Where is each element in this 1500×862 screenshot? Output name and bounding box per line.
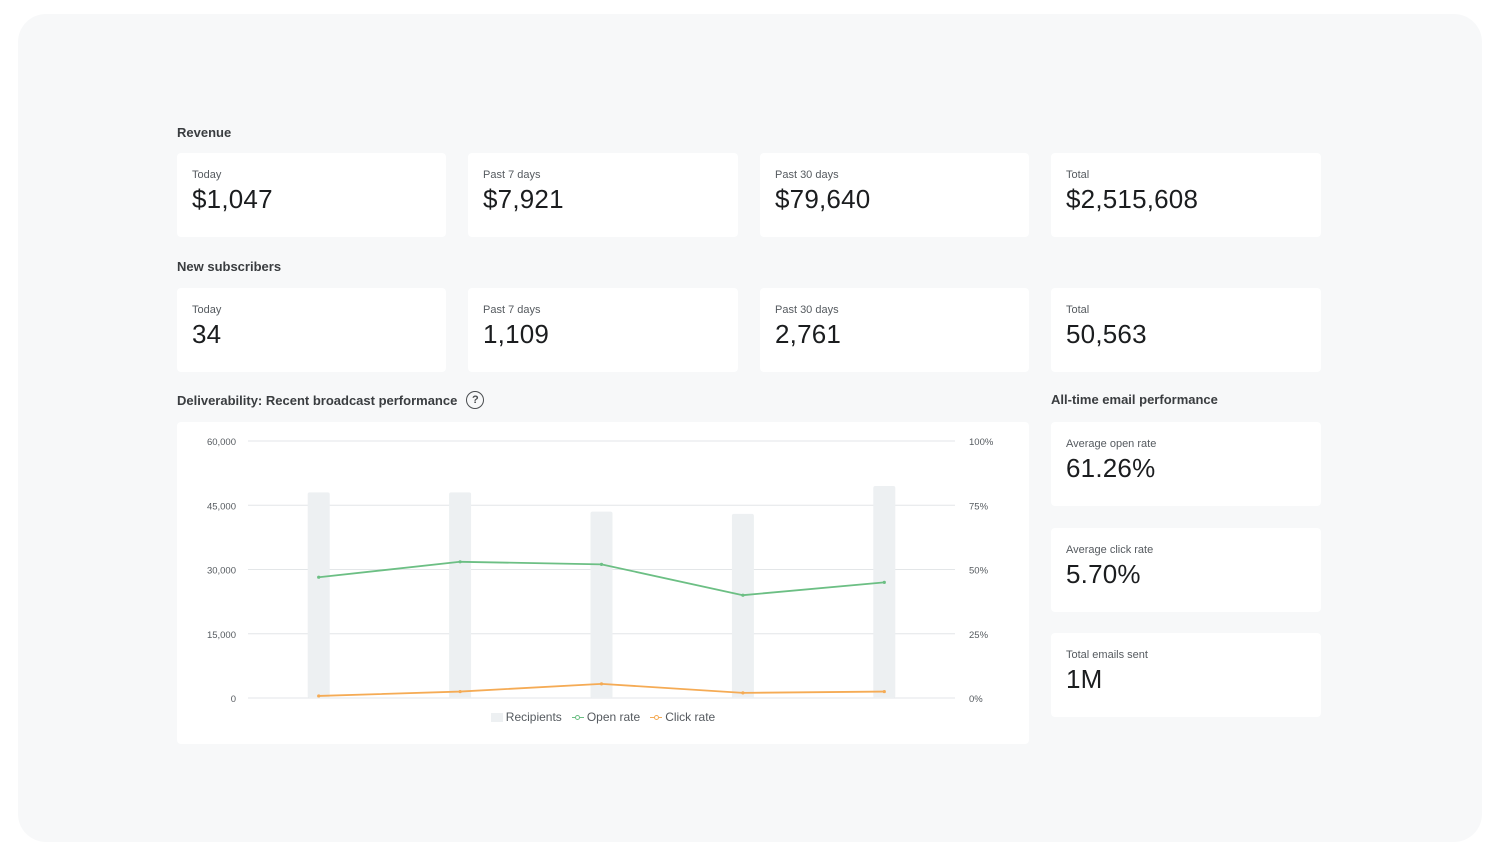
left-axis-tick-label: 0 <box>231 694 236 705</box>
right-axis-tick-label: 75% <box>969 501 989 512</box>
right-axis-tick-label: 0% <box>969 694 983 705</box>
card-label: Today <box>192 169 222 181</box>
click-rate-line-icon <box>650 713 663 721</box>
subscribers-section-title: New subscribers <box>177 259 282 274</box>
recipients-bar <box>590 511 613 698</box>
card-value: 5.70% <box>1066 559 1141 589</box>
card-label: Total emails sent <box>1066 649 1148 661</box>
open-rate-point <box>882 580 886 584</box>
card-label: Average click rate <box>1066 544 1154 556</box>
legend-item-open-rate[interactable]: Open rate <box>571 710 641 724</box>
deliverability-title-text: Deliverability: Recent broadcast perform… <box>177 392 458 408</box>
revenue-section-title: Revenue <box>177 125 232 140</box>
click-rate-point <box>599 682 604 686</box>
left-axis-tick-label: 30,000 <box>207 566 236 577</box>
recipients-bar <box>731 513 754 698</box>
recipients-bar <box>307 492 330 698</box>
subscribers-7days-card: Past 7 days 1,109 <box>468 288 738 372</box>
card-value: 50,563 <box>1066 319 1147 349</box>
right-axis-tick-label: 100% <box>969 437 994 448</box>
card-value: 1M <box>1066 664 1103 694</box>
revenue-total-card: Total $2,515,608 <box>1051 153 1321 237</box>
revenue-today-card: Today $1,047 <box>177 153 446 237</box>
subscribers-30days-card: Past 30 days 2,761 <box>760 288 1029 372</box>
left-axis-tick-label: 60,000 <box>207 437 236 448</box>
legend-label: Recipients <box>505 710 562 724</box>
open-rate-point <box>741 593 745 597</box>
open-rate-point <box>458 560 462 564</box>
card-value: 61.26% <box>1066 453 1156 483</box>
alltime-section-title: All-time email performance <box>1051 392 1218 407</box>
legend-label: Click rate <box>665 710 716 724</box>
legend-item-recipients[interactable]: Recipients <box>490 710 562 724</box>
deliverability-section-title: Deliverability: Recent broadcast perform… <box>177 391 485 409</box>
card-label: Total <box>1066 169 1090 181</box>
legend-item-click-rate[interactable]: Click rate <box>650 710 715 724</box>
deliverability-chart: 60,000 100% 45,000 75% 30,000 50% 15,000 25% 0 0%… <box>177 422 1029 744</box>
card-value: $2,515,608 <box>1066 184 1199 214</box>
click-rate-point <box>458 689 462 694</box>
card-label: Average open rate <box>1066 438 1157 450</box>
card-label: Past 30 days <box>775 304 839 316</box>
legend-label: Open rate <box>586 710 641 724</box>
chart-legend: Recipients Open rate Click rate <box>177 710 1029 724</box>
left-axis-tick-label: 15,000 <box>207 630 236 641</box>
open-rate-point <box>317 575 321 579</box>
open-rate-point <box>599 562 604 566</box>
click-rate-point <box>741 691 745 695</box>
average-click-rate-card: Average click rate 5.70% <box>1051 528 1321 612</box>
right-axis-tick-label: 50% <box>969 566 989 577</box>
card-value: $7,921 <box>483 184 564 214</box>
recipients-bar <box>449 492 472 698</box>
card-value: 1,109 <box>483 319 550 349</box>
subscribers-total-card: Total 50,563 <box>1051 288 1321 372</box>
chart-svg: 60,000 100% 45,000 75% 30,000 50% 15,000 25% 0 0% <box>207 437 994 705</box>
click-rate-point <box>882 689 886 694</box>
card-label: Today <box>192 304 222 316</box>
card-value: 2,761 <box>775 319 842 349</box>
card-label: Past 7 days <box>483 304 541 316</box>
open-rate-line-icon <box>571 713 584 721</box>
total-emails-sent-card: Total emails sent 1M <box>1051 633 1321 717</box>
card-value: 34 <box>192 319 222 349</box>
card-label: Past 7 days <box>483 169 541 181</box>
card-value: $1,047 <box>192 184 273 214</box>
right-axis-tick-label: 25% <box>969 630 989 641</box>
left-axis-tick-label: 45,000 <box>207 501 236 512</box>
recipients-swatch-icon <box>490 712 503 722</box>
card-label: Past 30 days <box>775 169 839 181</box>
revenue-7days-card: Past 7 days $7,921 <box>468 153 738 237</box>
revenue-30days-card: Past 30 days $79,640 <box>760 153 1029 237</box>
recipients-bar <box>873 485 896 698</box>
card-value: $79,640 <box>775 184 871 214</box>
card-label: Total <box>1066 304 1090 316</box>
average-open-rate-card: Average open rate 61.26% <box>1051 422 1321 506</box>
click-rate-point <box>317 694 321 698</box>
question-circle-icon[interactable]: ? <box>466 391 485 409</box>
subscribers-today-card: Today 34 <box>177 288 446 372</box>
